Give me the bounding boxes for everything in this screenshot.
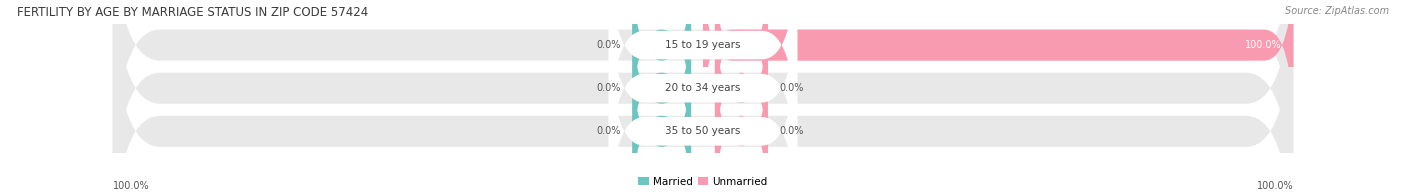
FancyBboxPatch shape bbox=[633, 39, 692, 196]
Text: FERTILITY BY AGE BY MARRIAGE STATUS IN ZIP CODE 57424: FERTILITY BY AGE BY MARRIAGE STATUS IN Z… bbox=[17, 6, 368, 19]
Text: 100.0%: 100.0% bbox=[1246, 40, 1282, 50]
FancyBboxPatch shape bbox=[609, 0, 797, 196]
FancyBboxPatch shape bbox=[112, 0, 1294, 196]
Text: Source: ZipAtlas.com: Source: ZipAtlas.com bbox=[1285, 6, 1389, 16]
Text: 0.0%: 0.0% bbox=[596, 40, 620, 50]
Text: 15 to 19 years: 15 to 19 years bbox=[665, 40, 741, 50]
FancyBboxPatch shape bbox=[633, 0, 692, 181]
Text: 0.0%: 0.0% bbox=[780, 83, 804, 93]
Text: 0.0%: 0.0% bbox=[596, 126, 620, 136]
Legend: Married, Unmarried: Married, Unmarried bbox=[634, 172, 772, 191]
FancyBboxPatch shape bbox=[633, 0, 692, 137]
FancyBboxPatch shape bbox=[714, 0, 768, 181]
Text: 35 to 50 years: 35 to 50 years bbox=[665, 126, 741, 136]
FancyBboxPatch shape bbox=[714, 0, 768, 137]
FancyBboxPatch shape bbox=[112, 0, 1294, 196]
FancyBboxPatch shape bbox=[609, 0, 797, 160]
Text: 0.0%: 0.0% bbox=[596, 83, 620, 93]
FancyBboxPatch shape bbox=[714, 39, 768, 196]
FancyBboxPatch shape bbox=[609, 16, 797, 196]
Text: 0.0%: 0.0% bbox=[780, 126, 804, 136]
Text: 20 to 34 years: 20 to 34 years bbox=[665, 83, 741, 93]
Text: 100.0%: 100.0% bbox=[1257, 181, 1294, 191]
Text: 100.0%: 100.0% bbox=[112, 181, 149, 191]
FancyBboxPatch shape bbox=[703, 0, 1294, 137]
FancyBboxPatch shape bbox=[112, 0, 1294, 196]
